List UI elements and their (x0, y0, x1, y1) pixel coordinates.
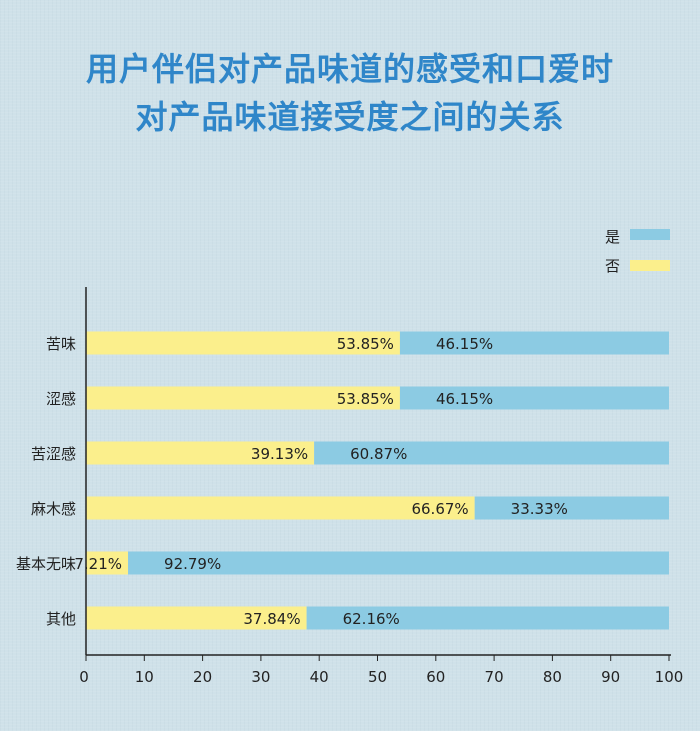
bar-no-1 (86, 331, 400, 355)
category-label-3: 苦涩感 (31, 445, 76, 463)
legend-label-no: 否 (605, 257, 620, 275)
chart-title-line-1: 用户伴侣对产品味道的感受和口爱时 (85, 50, 614, 88)
data-label-no-4: 66.67% (411, 500, 468, 518)
data-label-no-2: 53.85% (337, 390, 394, 408)
bar-no-4 (86, 496, 475, 520)
bar-yes-4 (474, 496, 669, 520)
bar-yes-5 (128, 551, 669, 575)
chart-title-line-2: 对产品味道接受度之间的关系 (135, 98, 565, 136)
data-label-yes-1: 46.15% (436, 335, 493, 353)
data-label-yes-3: 60.87% (350, 445, 407, 463)
x-tick-label-10: 10 (135, 668, 154, 686)
bar-no-2 (86, 386, 400, 410)
data-label-yes-4: 33.33% (511, 500, 568, 518)
legend-swatch-no (630, 260, 670, 271)
bar-no-5 (86, 551, 129, 575)
data-label-no-3: 39.13% (251, 445, 308, 463)
x-tick-label-20: 20 (193, 668, 212, 686)
bar-no-6 (86, 606, 307, 630)
data-label-yes-6: 62.16% (343, 610, 400, 628)
legend-swatch-yes (630, 229, 670, 240)
x-tick-label-30: 30 (251, 668, 270, 686)
category-label-2: 涩感 (46, 390, 76, 408)
x-tick-label-80: 80 (543, 668, 562, 686)
data-label-no-5: 7.21% (74, 555, 122, 573)
x-tick-label-50: 50 (368, 668, 387, 686)
legend-label-yes: 是 (605, 228, 620, 246)
x-tick-label-70: 70 (485, 668, 504, 686)
x-tick-label-40: 40 (310, 668, 329, 686)
x-tick-label-100: 100 (655, 668, 684, 686)
bar-no-3 (86, 441, 315, 465)
bar-yes-1 (399, 331, 669, 355)
category-label-4: 麻木感 (31, 500, 76, 518)
category-label-1: 苦味 (46, 335, 76, 353)
bar-yes-3 (314, 441, 669, 465)
data-label-yes-5: 92.79% (164, 555, 221, 573)
data-label-yes-2: 46.15% (436, 390, 493, 408)
category-label-5: 基本无味 (16, 555, 76, 573)
bar-yes-2 (399, 386, 669, 410)
x-tick-label-60: 60 (426, 668, 445, 686)
bar-yes-6 (306, 606, 669, 630)
x-tick-label-0: 0 (79, 668, 89, 686)
data-label-no-6: 37.84% (243, 610, 300, 628)
data-label-no-1: 53.85% (337, 335, 394, 353)
category-label-6: 其他 (46, 610, 76, 628)
x-tick-label-90: 90 (601, 668, 620, 686)
